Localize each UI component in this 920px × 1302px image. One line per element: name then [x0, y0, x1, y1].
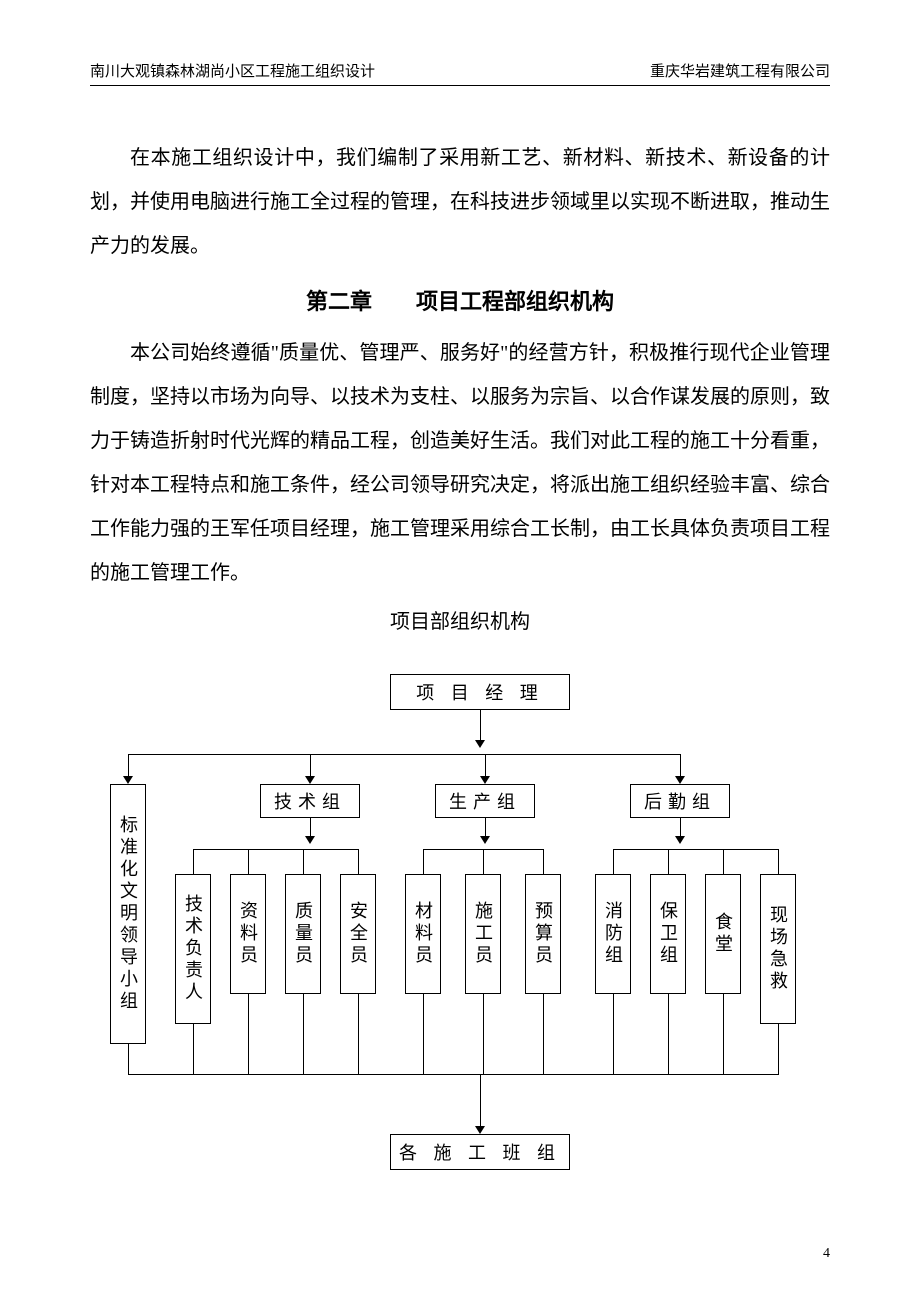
document-page: 南川大观镇森林湖尚小区工程施工组织设计 重庆华岩建筑工程有限公司 在本施工组织设…: [0, 0, 920, 1302]
chart-line: [613, 849, 778, 850]
chart-line: [613, 994, 614, 1074]
chart-line: [193, 849, 194, 874]
arrow-icon: [675, 836, 685, 844]
node-production-group: 生产组: [435, 784, 535, 818]
arrow-icon: [475, 740, 485, 748]
arrow-icon: [480, 836, 490, 844]
paragraph-1: 在本施工组织设计中，我们编制了采用新工艺、新材料、新技术、新设备的计划，并使用电…: [90, 136, 830, 268]
arrow-icon: [123, 776, 133, 784]
body-text: 在本施工组织设计中，我们编制了采用新工艺、新材料、新技术、新设备的计划，并使用电…: [90, 136, 830, 644]
chart-line: [680, 818, 681, 836]
chart-line: [303, 849, 304, 874]
chart-line: [310, 818, 311, 836]
chapter-title: 第二章 项目工程部组织机构: [90, 278, 830, 326]
page-number: 4: [823, 1246, 830, 1262]
chart-line: [128, 754, 129, 776]
node-construction-clerk: 施工员: [465, 874, 501, 994]
chart-line: [310, 754, 311, 776]
arrow-icon: [475, 1126, 485, 1134]
arrow-icon: [305, 776, 315, 784]
chart-line: [778, 849, 779, 874]
chart-line: [543, 849, 544, 874]
chart-line: [128, 754, 680, 755]
chart-line: [480, 1074, 481, 1126]
node-logistics-group: 后勤组: [630, 784, 730, 818]
node-first-aid: 现场急救: [760, 874, 796, 1024]
chart-line: [480, 710, 481, 740]
chart-line: [668, 849, 669, 874]
arrow-icon: [675, 776, 685, 784]
node-quality-clerk: 质量员: [285, 874, 321, 994]
chart-line: [680, 754, 681, 776]
arrow-icon: [305, 836, 315, 844]
node-material-clerk: 材料员: [405, 874, 441, 994]
node-fire-group: 消防组: [595, 874, 631, 994]
chart-line: [485, 818, 486, 836]
node-tech-group: 技术组: [260, 784, 360, 818]
node-safety-clerk: 安全员: [340, 874, 376, 994]
org-chart-title: 项目部组织机构: [90, 600, 830, 644]
header-left: 南川大观镇森林湖尚小区工程施工组织设计: [90, 60, 375, 81]
node-doc-clerk: 资料员: [230, 874, 266, 994]
chart-line: [303, 994, 304, 1074]
chart-line: [248, 849, 249, 874]
chart-line: [485, 754, 486, 776]
paragraph-2: 本公司始终遵循"质量优、管理严、服务好"的经营方针，积极推行现代企业管理制度，坚…: [90, 331, 830, 595]
node-construction-teams: 各 施 工 班 组: [390, 1134, 570, 1170]
node-security-group: 保卫组: [650, 874, 686, 994]
chart-line: [358, 994, 359, 1074]
chart-line: [193, 1024, 194, 1074]
node-canteen: 食堂: [705, 874, 741, 994]
node-project-manager: 项 目 经 理: [390, 674, 570, 710]
header-right: 重庆华岩建筑工程有限公司: [650, 60, 830, 81]
page-header: 南川大观镇森林湖尚小区工程施工组织设计 重庆华岩建筑工程有限公司: [90, 60, 830, 86]
chart-line: [668, 994, 669, 1074]
chart-line: [248, 994, 249, 1074]
chart-line: [778, 1024, 779, 1074]
chart-line: [193, 849, 358, 850]
chart-line: [423, 849, 424, 874]
arrow-icon: [480, 776, 490, 784]
node-standardization-group: 标准化文明领导小组: [110, 784, 146, 1044]
chart-line: [423, 994, 424, 1074]
org-chart: 项 目 经 理 标准化文明领导小组 技术组 生产组 后勤组: [90, 674, 830, 1214]
chart-line: [128, 1044, 129, 1074]
chart-line: [723, 994, 724, 1074]
chart-line: [543, 994, 544, 1074]
chart-line: [358, 849, 359, 874]
chart-line: [613, 849, 614, 874]
chart-line: [483, 849, 484, 874]
chart-line: [128, 1074, 779, 1075]
node-tech-lead: 技术负责人: [175, 874, 211, 1024]
chart-line: [483, 994, 484, 1074]
chart-line: [723, 849, 724, 874]
node-budget-clerk: 预算员: [525, 874, 561, 994]
